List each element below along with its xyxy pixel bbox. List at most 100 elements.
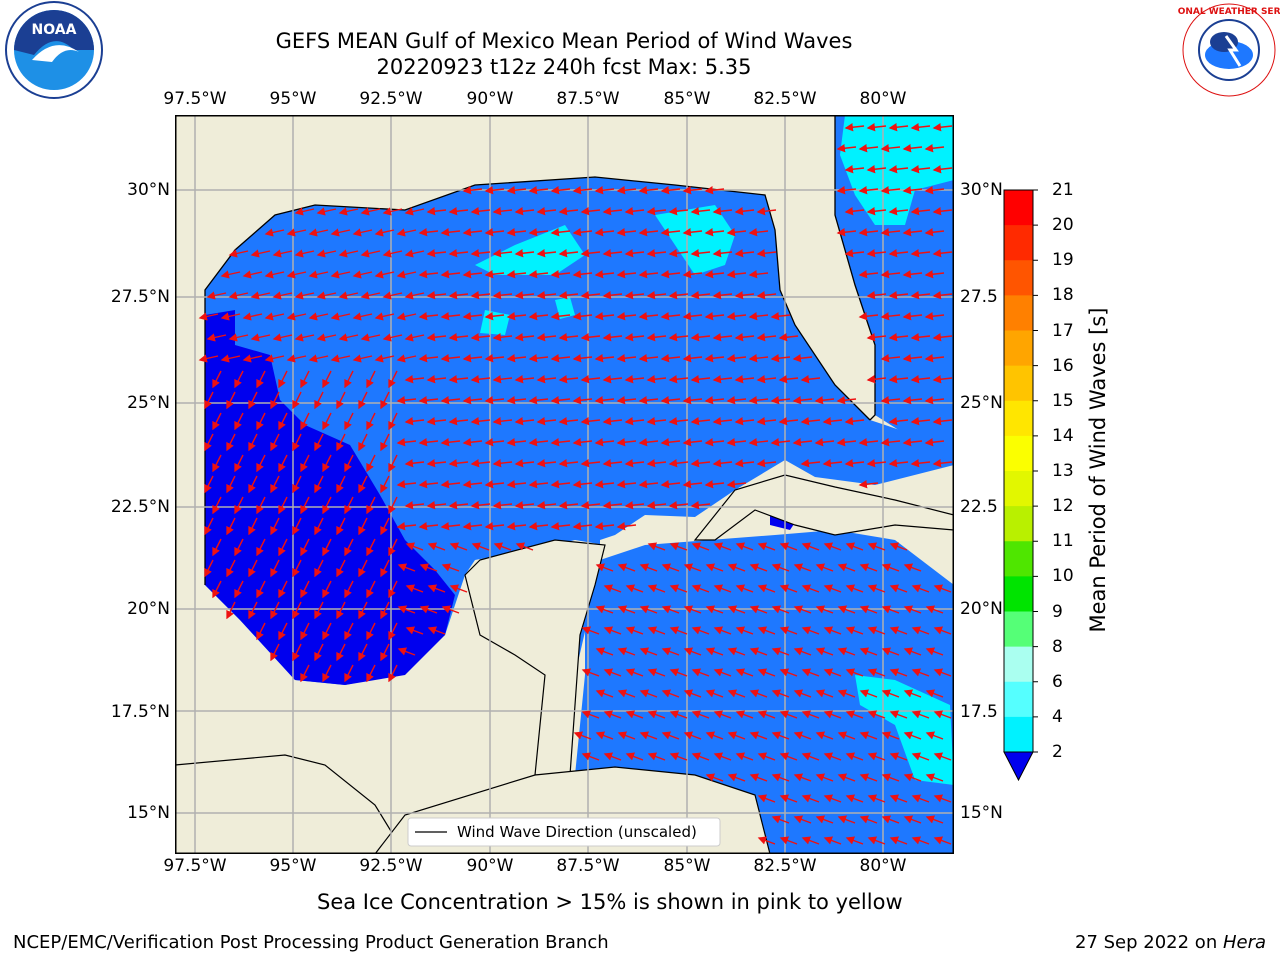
wind-wave-arrow xyxy=(933,584,952,593)
wind-wave-arrow xyxy=(388,580,398,599)
wind-wave-arrow xyxy=(668,249,689,258)
wind-wave-arrow xyxy=(616,312,637,321)
wind-wave-arrow xyxy=(858,438,879,447)
colorbar-swatch xyxy=(1004,576,1033,612)
wind-wave-arrow xyxy=(661,563,680,572)
wind-wave-arrow xyxy=(352,228,373,237)
lat-tick-right: 30°N xyxy=(960,180,1003,200)
wind-wave-arrow xyxy=(492,291,513,300)
wind-wave-arrow xyxy=(292,559,302,578)
wind-wave-arrow xyxy=(734,207,755,216)
wind-wave-arrow xyxy=(603,752,622,761)
wind-wave-arrow xyxy=(550,396,571,405)
wind-wave-arrow xyxy=(889,794,908,803)
wind-wave-arrow xyxy=(925,605,944,614)
wind-wave-arrow xyxy=(470,207,491,216)
wind-wave-arrow xyxy=(286,354,307,363)
wind-wave-arrow xyxy=(308,354,329,363)
wind-wave-arrow xyxy=(380,475,390,494)
wind-wave-arrow xyxy=(572,438,593,447)
wind-wave-arrow xyxy=(558,501,579,510)
wind-wave-arrow xyxy=(234,496,244,515)
wind-wave-arrow xyxy=(801,710,820,719)
wind-wave-arrow xyxy=(691,584,710,593)
wind-wave-arrow xyxy=(779,752,798,761)
wind-wave-arrow xyxy=(881,731,900,740)
wind-wave-arrow xyxy=(336,475,346,494)
wind-wave-arrow xyxy=(792,396,813,405)
lat-tick-left: 27.5°N xyxy=(110,287,170,307)
wind-wave-arrow xyxy=(844,165,865,174)
lon-tick-bottom: 82.5°W xyxy=(753,856,817,876)
colorbar-label: 12 xyxy=(1052,496,1074,517)
wind-wave-arrow xyxy=(514,375,535,384)
wind-wave-arrow xyxy=(330,270,351,279)
wind-wave-arrow xyxy=(925,815,944,824)
wind-wave-arrow xyxy=(242,270,263,279)
wind-wave-arrow xyxy=(704,396,725,405)
wind-wave-arrow xyxy=(506,228,527,237)
wind-wave-arrow xyxy=(572,396,593,405)
wind-wave-arrow xyxy=(603,626,622,635)
wind-wave-arrow xyxy=(352,354,373,363)
wind-wave-arrow xyxy=(815,689,834,698)
wind-wave-arrow xyxy=(727,563,746,572)
wind-wave-arrow xyxy=(814,438,835,447)
wind-wave-arrow xyxy=(910,375,931,384)
wind-wave-arrow xyxy=(771,731,790,740)
wind-wave-arrow xyxy=(536,249,557,258)
wind-wave-arrow xyxy=(256,454,266,473)
wind-wave-arrow xyxy=(933,794,952,803)
wind-wave-arrow xyxy=(756,375,777,384)
wind-wave-arrow xyxy=(880,186,901,195)
lat-tick-right: 25°N xyxy=(960,393,1003,413)
wind-wave-arrow xyxy=(316,249,337,258)
wind-wave-arrow xyxy=(867,626,886,635)
wind-wave-arrow xyxy=(669,710,688,719)
colorbar-title: Mean Period of Wind Waves [s] xyxy=(1086,307,1110,633)
wind-wave-arrow xyxy=(713,668,732,677)
wind-wave-arrow xyxy=(212,580,222,599)
wind-wave-arrow xyxy=(536,375,557,384)
wind-wave-arrow xyxy=(581,668,600,677)
wind-wave-arrow xyxy=(889,836,908,845)
wind-wave-arrow xyxy=(858,186,879,195)
wind-wave-arrow xyxy=(330,312,351,321)
wind-wave-arrow xyxy=(735,626,754,635)
wind-wave-arrow xyxy=(506,354,527,363)
wind-wave-arrow xyxy=(793,647,812,656)
wind-wave-arrow xyxy=(770,312,791,321)
wind-wave-arrow xyxy=(514,501,535,510)
wind-wave-arrow xyxy=(580,375,601,384)
colorbar-swatch xyxy=(1004,330,1033,367)
wind-wave-arrow xyxy=(757,836,776,845)
wind-wave-arrow xyxy=(396,312,417,321)
wind-wave-arrow xyxy=(705,563,724,572)
wind-wave-arrow xyxy=(470,333,491,342)
wind-wave-arrow xyxy=(440,522,461,531)
wind-wave-arrow xyxy=(880,438,901,447)
wind-wave-arrow xyxy=(845,710,864,719)
wind-wave-arrow xyxy=(801,584,820,593)
wind-wave-arrow xyxy=(639,689,658,698)
wind-wave-arrow xyxy=(536,501,557,510)
wind-wave-arrow xyxy=(735,542,754,551)
wind-wave-arrow xyxy=(889,668,908,677)
wind-wave-arrow xyxy=(314,517,324,536)
wind-wave-arrow xyxy=(910,333,931,342)
wind-wave-arrow xyxy=(418,228,439,237)
lon-tick-top: 92.5°W xyxy=(359,89,423,109)
wind-wave-arrow xyxy=(462,354,483,363)
wind-wave-arrow xyxy=(492,375,513,384)
wind-wave-arrow xyxy=(602,291,623,300)
wind-wave-arrow xyxy=(624,417,645,426)
gulf-map: Wind Wave Direction (unscaled) xyxy=(175,115,954,854)
wind-wave-arrow xyxy=(344,496,354,515)
wind-wave-arrow xyxy=(859,731,878,740)
wind-wave-arrow xyxy=(316,207,337,216)
lat-tick-right: 17.5 xyxy=(960,702,998,722)
wind-wave-arrow xyxy=(902,228,923,237)
wind-wave-arrow xyxy=(682,480,703,489)
wind-wave-arrow xyxy=(616,354,637,363)
wind-wave-arrow xyxy=(924,354,945,363)
